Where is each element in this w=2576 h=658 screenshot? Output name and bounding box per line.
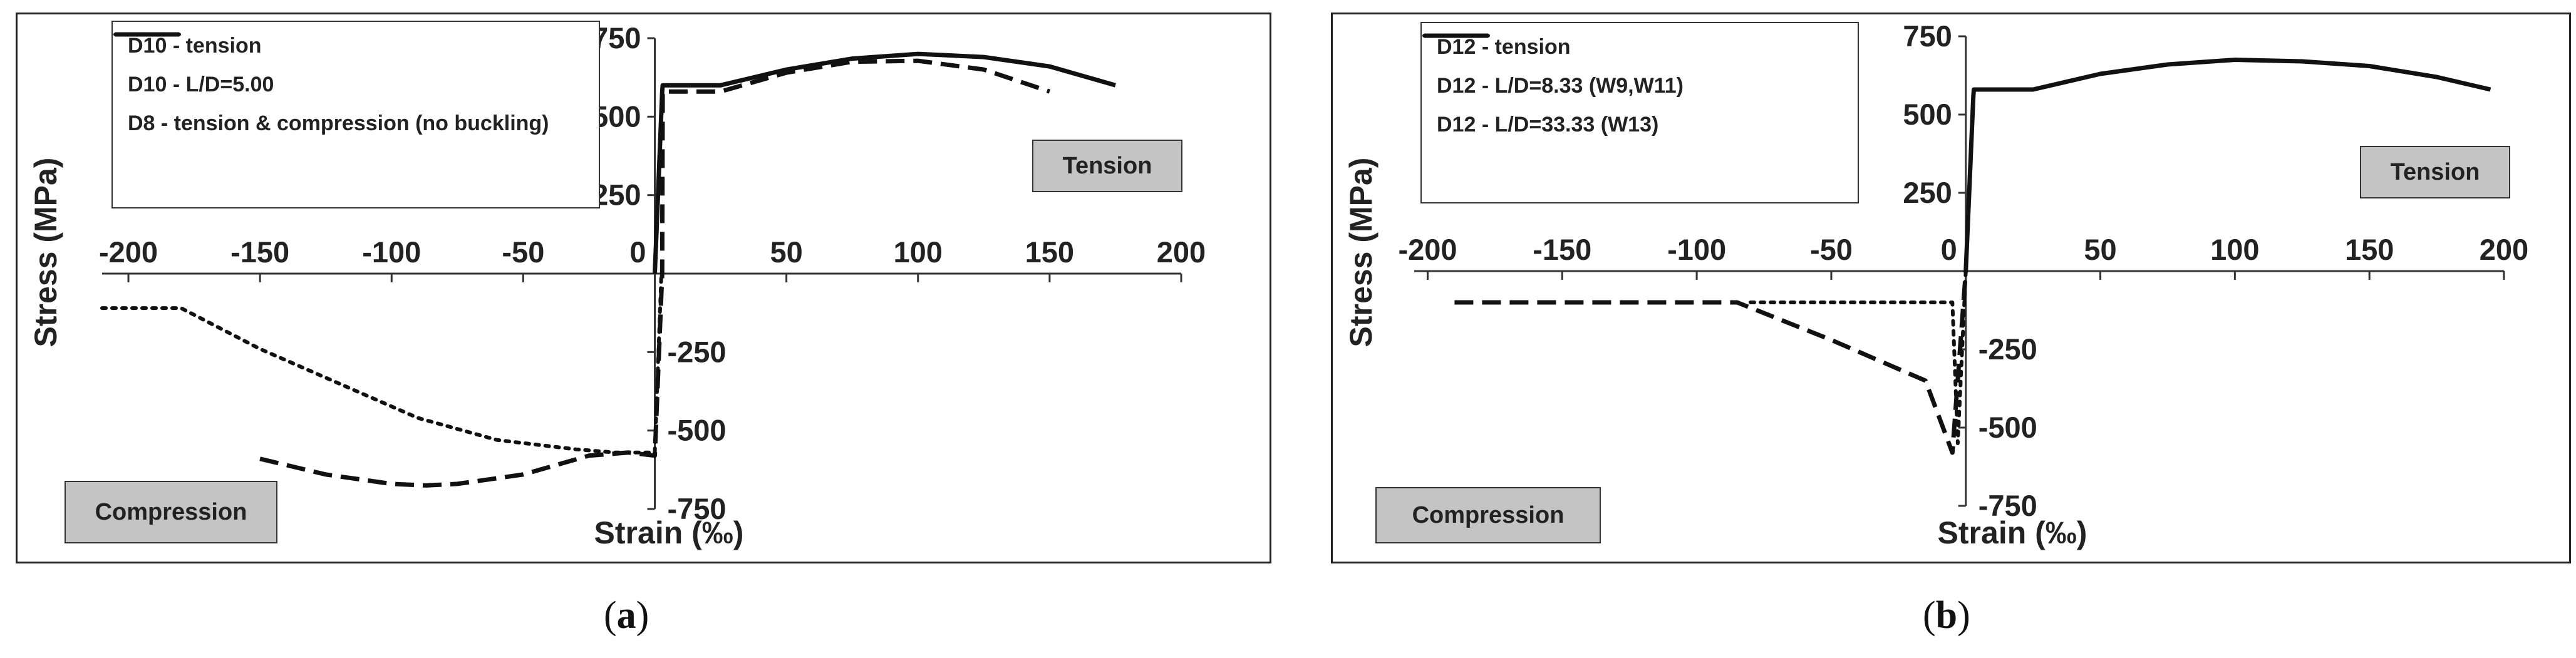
x-tick-label: -200 (99, 235, 158, 269)
y-tick-label: -500 (1979, 411, 2037, 444)
legend-item: D10 - L/D=5.00 (113, 33, 584, 97)
legend-label: D12 - L/D=8.33 (W9,W11) (1437, 74, 1684, 98)
legend-label: D12 - L/D=33.33 (W13) (1437, 113, 1659, 136)
y-tick-label: 750 (1903, 19, 1952, 53)
legend-swatch (1422, 34, 1490, 38)
y-axis-title: Stress (MPa) (1343, 158, 1379, 347)
tension-label-b: Tension (2360, 146, 2510, 198)
x-tick-label: 50 (770, 235, 802, 269)
x-tick-label: 50 (2084, 233, 2116, 266)
x-tick-label: -150 (230, 235, 289, 269)
y-tick-label: -750 (1979, 489, 2037, 522)
caption-a-letter: a (616, 594, 636, 637)
caption-a: (a) (604, 594, 649, 637)
x-tick-label: -50 (1810, 233, 1853, 266)
x-tick-label: 200 (2480, 233, 2528, 266)
x-axis-title: Strain (‰) (594, 515, 744, 550)
y-tick-label: 750 (592, 21, 641, 54)
y-tick-label: 500 (1903, 98, 1952, 131)
x-axis-title: Strain (‰) (1938, 515, 2087, 550)
legend-item: D12 - L/D=33.33 (W13) (1422, 34, 1843, 137)
x-tick-label: -100 (362, 235, 421, 269)
x-tick-label: -150 (1533, 233, 1591, 266)
caption-b: (b) (1923, 594, 1970, 637)
legend-item: D12 - tension (1424, 33, 1843, 59)
legend-label: D10 - L/D=5.00 (128, 73, 274, 96)
tension-label-a: Tension (1032, 140, 1182, 192)
series-line-1 (653, 51, 1116, 274)
series-line-1 (1963, 58, 2491, 272)
y-tick-label: 250 (1903, 176, 1952, 209)
series-line-2 (100, 272, 663, 455)
x-tick-label: -200 (1398, 233, 1457, 266)
x-tick-label: 200 (1157, 235, 1206, 269)
compression-label-b: Compression (1375, 487, 1601, 543)
y-tick-label: 500 (592, 100, 641, 133)
series-line-3 (1749, 269, 1968, 445)
legend-item: D12 - L/D=8.33 (W9,W11) (1424, 33, 1843, 98)
chart-panel-b: -200 -150 -100 -50 0 50 100 150 200 750 500 250 -250… (1331, 13, 2571, 563)
x-tick-label: 150 (1025, 235, 1074, 269)
x-tick-label: -50 (502, 235, 544, 269)
caption-b-letter: b (1935, 594, 1958, 637)
y-tick-label: -250 (668, 335, 727, 368)
y-tick-label: -250 (1979, 332, 2037, 366)
legend-label: D10 - tension (128, 34, 262, 58)
y-tick-label: -500 (668, 414, 727, 447)
legend-swatch (115, 32, 179, 37)
chart-b-plot: -200 -150 -100 -50 0 50 100 150 200750500250-250… (1343, 19, 2528, 550)
legend-item: D8 - tension & compression (no buckling) (115, 32, 584, 136)
series-line-2 (1454, 270, 1968, 455)
x-tick-label: 0 (1941, 233, 1957, 266)
y-axis-title: Stress (MPa) (28, 158, 63, 347)
chart-a-plot: -200 -150 -100 -50 0 50 100 150 200750500250-250… (28, 21, 1206, 550)
legend-b: D12 - tension D12 - L/D=8.33 (W9,W11) D12 … (1420, 22, 1859, 203)
compression-label-a: Compression (65, 481, 277, 543)
chart-panel-a: -200 -150 -100 -50 0 50 100 150 200 750 500 250 -250… (16, 13, 1271, 563)
legend-label: D12 - tension (1437, 35, 1571, 59)
legend-item: D10 - tension (115, 32, 584, 58)
x-tick-label: 100 (894, 235, 943, 269)
x-tick-label: 100 (2210, 233, 2259, 266)
y-tick-label: 250 (592, 178, 641, 212)
x-tick-label: 150 (2345, 233, 2394, 266)
x-tick-label: 0 (629, 235, 646, 269)
y-tick-label: -750 (668, 492, 727, 525)
legend-label: D8 - tension & compression (no buckling) (128, 111, 549, 135)
series-line-3 (259, 58, 1051, 488)
x-tick-label: -100 (1667, 233, 1726, 266)
legend-a: D10 - tension D10 - L/D=5.00 D8 - tension … (111, 21, 600, 208)
